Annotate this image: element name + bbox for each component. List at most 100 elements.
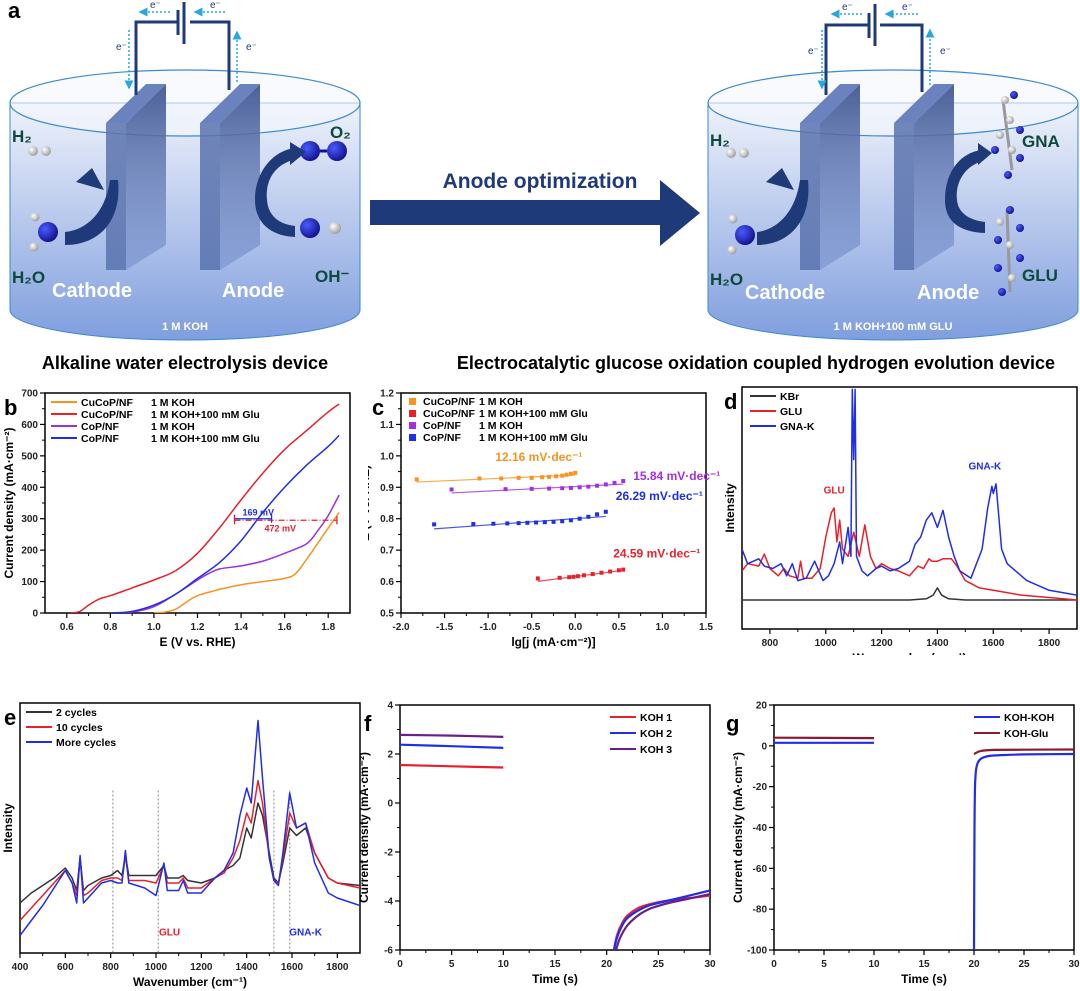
series-c-0-point [560,473,565,478]
legend-condition: 1 M KOH [151,397,195,409]
series-c-0-point [564,472,569,477]
series-f-0-line [400,763,504,769]
cathode-label: Cathode [745,282,825,304]
plot-frame [399,704,711,951]
legend-label: CoP/NF [81,421,120,433]
series-c-1-point [582,573,586,578]
y-tick-label: 20 [756,701,768,712]
series-c-3-point [560,519,565,524]
series-c-2-point [529,486,534,491]
legend-marker [409,422,416,429]
anode-label: Anode [222,280,284,302]
y-tick-label: 1.1 [380,420,394,431]
chart-g-group: g 0 5 10 15 20 25 30 -100 -80 -60 -40 -20 0 20 Time (s)… [726,701,1080,987]
y-axis-label: Intensity [1,803,15,853]
plot-area [20,719,360,953]
series-b-3-line [110,434,340,613]
chart-e-raman-spectra: e 400 600 800 1000 1200 1400 1600 1800 Wavenumber… [1,702,361,989]
electron-label: e⁻ [902,2,913,13]
legend-label: KOH 2 [640,728,672,740]
legend: CuCoP/NF 1 M KOH CuCoP/NF 1 M KOH+100 mM Gl… [51,397,260,445]
chart-e-group: e 400 600 800 1000 1200 1400 1600 1800 Wavenumber… [1,702,361,989]
electron-label: e⁻ [116,42,127,53]
y-tick-label: -60 [753,864,768,875]
annotation-label: GNA-K [289,928,323,939]
y-tick-label: -80 [753,905,768,916]
x-tick-label: 1800 [1038,638,1061,649]
x-tick-label: 5 [821,959,827,970]
series-c-1-point [621,567,626,572]
legend-label: CuCoP/NF [81,409,133,421]
x-tick-label: 5 [449,959,455,970]
gna-label: GNA [1022,132,1060,151]
x-tick-label: 1.0 [147,622,161,633]
gluconate-molecule-icon [991,91,1024,179]
x-tick-label: 1.2 [191,622,205,633]
series-e-1-line [20,779,360,922]
y-tick-label: 0.5 [380,609,394,620]
x-tick-label: 800 [102,962,119,973]
electron-label: e⁻ [940,46,951,57]
y-tick-label: -2 [384,848,393,859]
hydroxide-molecule-icon [300,218,320,238]
o2-label: O₂ [330,123,351,142]
series-c-0-point [414,477,419,482]
x-tick-label: 400 [12,962,29,973]
annotation-label: GLU [159,928,180,939]
series-c-1-point [571,574,576,579]
cathode-reaction-arrow-icon [65,180,119,245]
plot-area [414,470,626,582]
x-tick-label: 30 [1068,959,1080,970]
y-tick-label: 0 [761,741,767,752]
electron-label: e⁻ [246,42,257,53]
legend-label: KOH-KOH [1004,712,1054,724]
panel-label-a: a [8,0,21,23]
y-axis-label: Intensity [723,483,737,533]
x-tick-label: 0.6 [60,622,74,633]
electron-label: e⁻ [210,0,221,11]
y-tick-label: -100 [747,946,767,957]
series-c-0-point [554,474,559,479]
series-c-3-point [491,521,496,526]
h2o-label: H₂O [710,270,743,289]
series-c-2-point [577,485,582,490]
legend-label: KOH 1 [640,712,672,724]
electron-label: e⁻ [842,2,853,13]
legend-label: 10 cycles [56,722,103,734]
water-molecule-icon [735,225,755,245]
series-g-0-line [972,752,1074,950]
series-c-2-point [595,483,600,488]
y-tick-label: 0.9 [380,483,394,494]
legend-label: CoP/NF [423,420,462,432]
series-c-2-point [568,485,573,490]
arrow-label: Anode optimization [443,170,638,193]
series-c-1-point [535,576,540,581]
x-tick-label: 800 [762,638,779,649]
anode-plate [894,123,914,270]
y-tick-label: 2 [387,750,393,761]
y-tick-label: 700 [21,389,38,400]
y-axis-label: Current density (mA·cm⁻²) [731,752,745,903]
series-c-3-point [534,520,539,525]
water-molecule-icon [38,222,58,242]
x-tick-label: 15 [918,959,930,970]
chart-d-ir-spectra: d 800 1000 1200 1400 1600 1800 Wavenumber (cm⁻¹… [723,386,1078,655]
legend-label: CuCoP/NF [423,396,475,408]
x-tick-label: 1.6 [278,622,292,633]
series-c-3-point [471,522,476,527]
series-f-2-line [614,893,710,950]
anode-reaction-arrow-icon [255,148,295,200]
x-tick-label: 1200 [190,962,213,973]
legend-label: GNA-K [780,421,815,433]
chart-f-chronoamperometry: f 0 5 10 15 20 25 30 -6 -4 -2 0 2 4 Time (s) Current de… [360,701,716,987]
x-tick-label: 1600 [982,638,1005,649]
y-tick-label: 300 [21,514,38,525]
x-tick-label: 10 [868,959,880,970]
series-c-2-point [612,480,617,485]
y-tick-label: -4 [384,897,393,908]
series-b-2-line [110,494,340,613]
x-tick-label: 30 [704,959,716,970]
series-c-0-point [529,475,534,480]
series-c-0-fit-line [416,474,576,483]
series-d-2-line [742,388,1077,596]
